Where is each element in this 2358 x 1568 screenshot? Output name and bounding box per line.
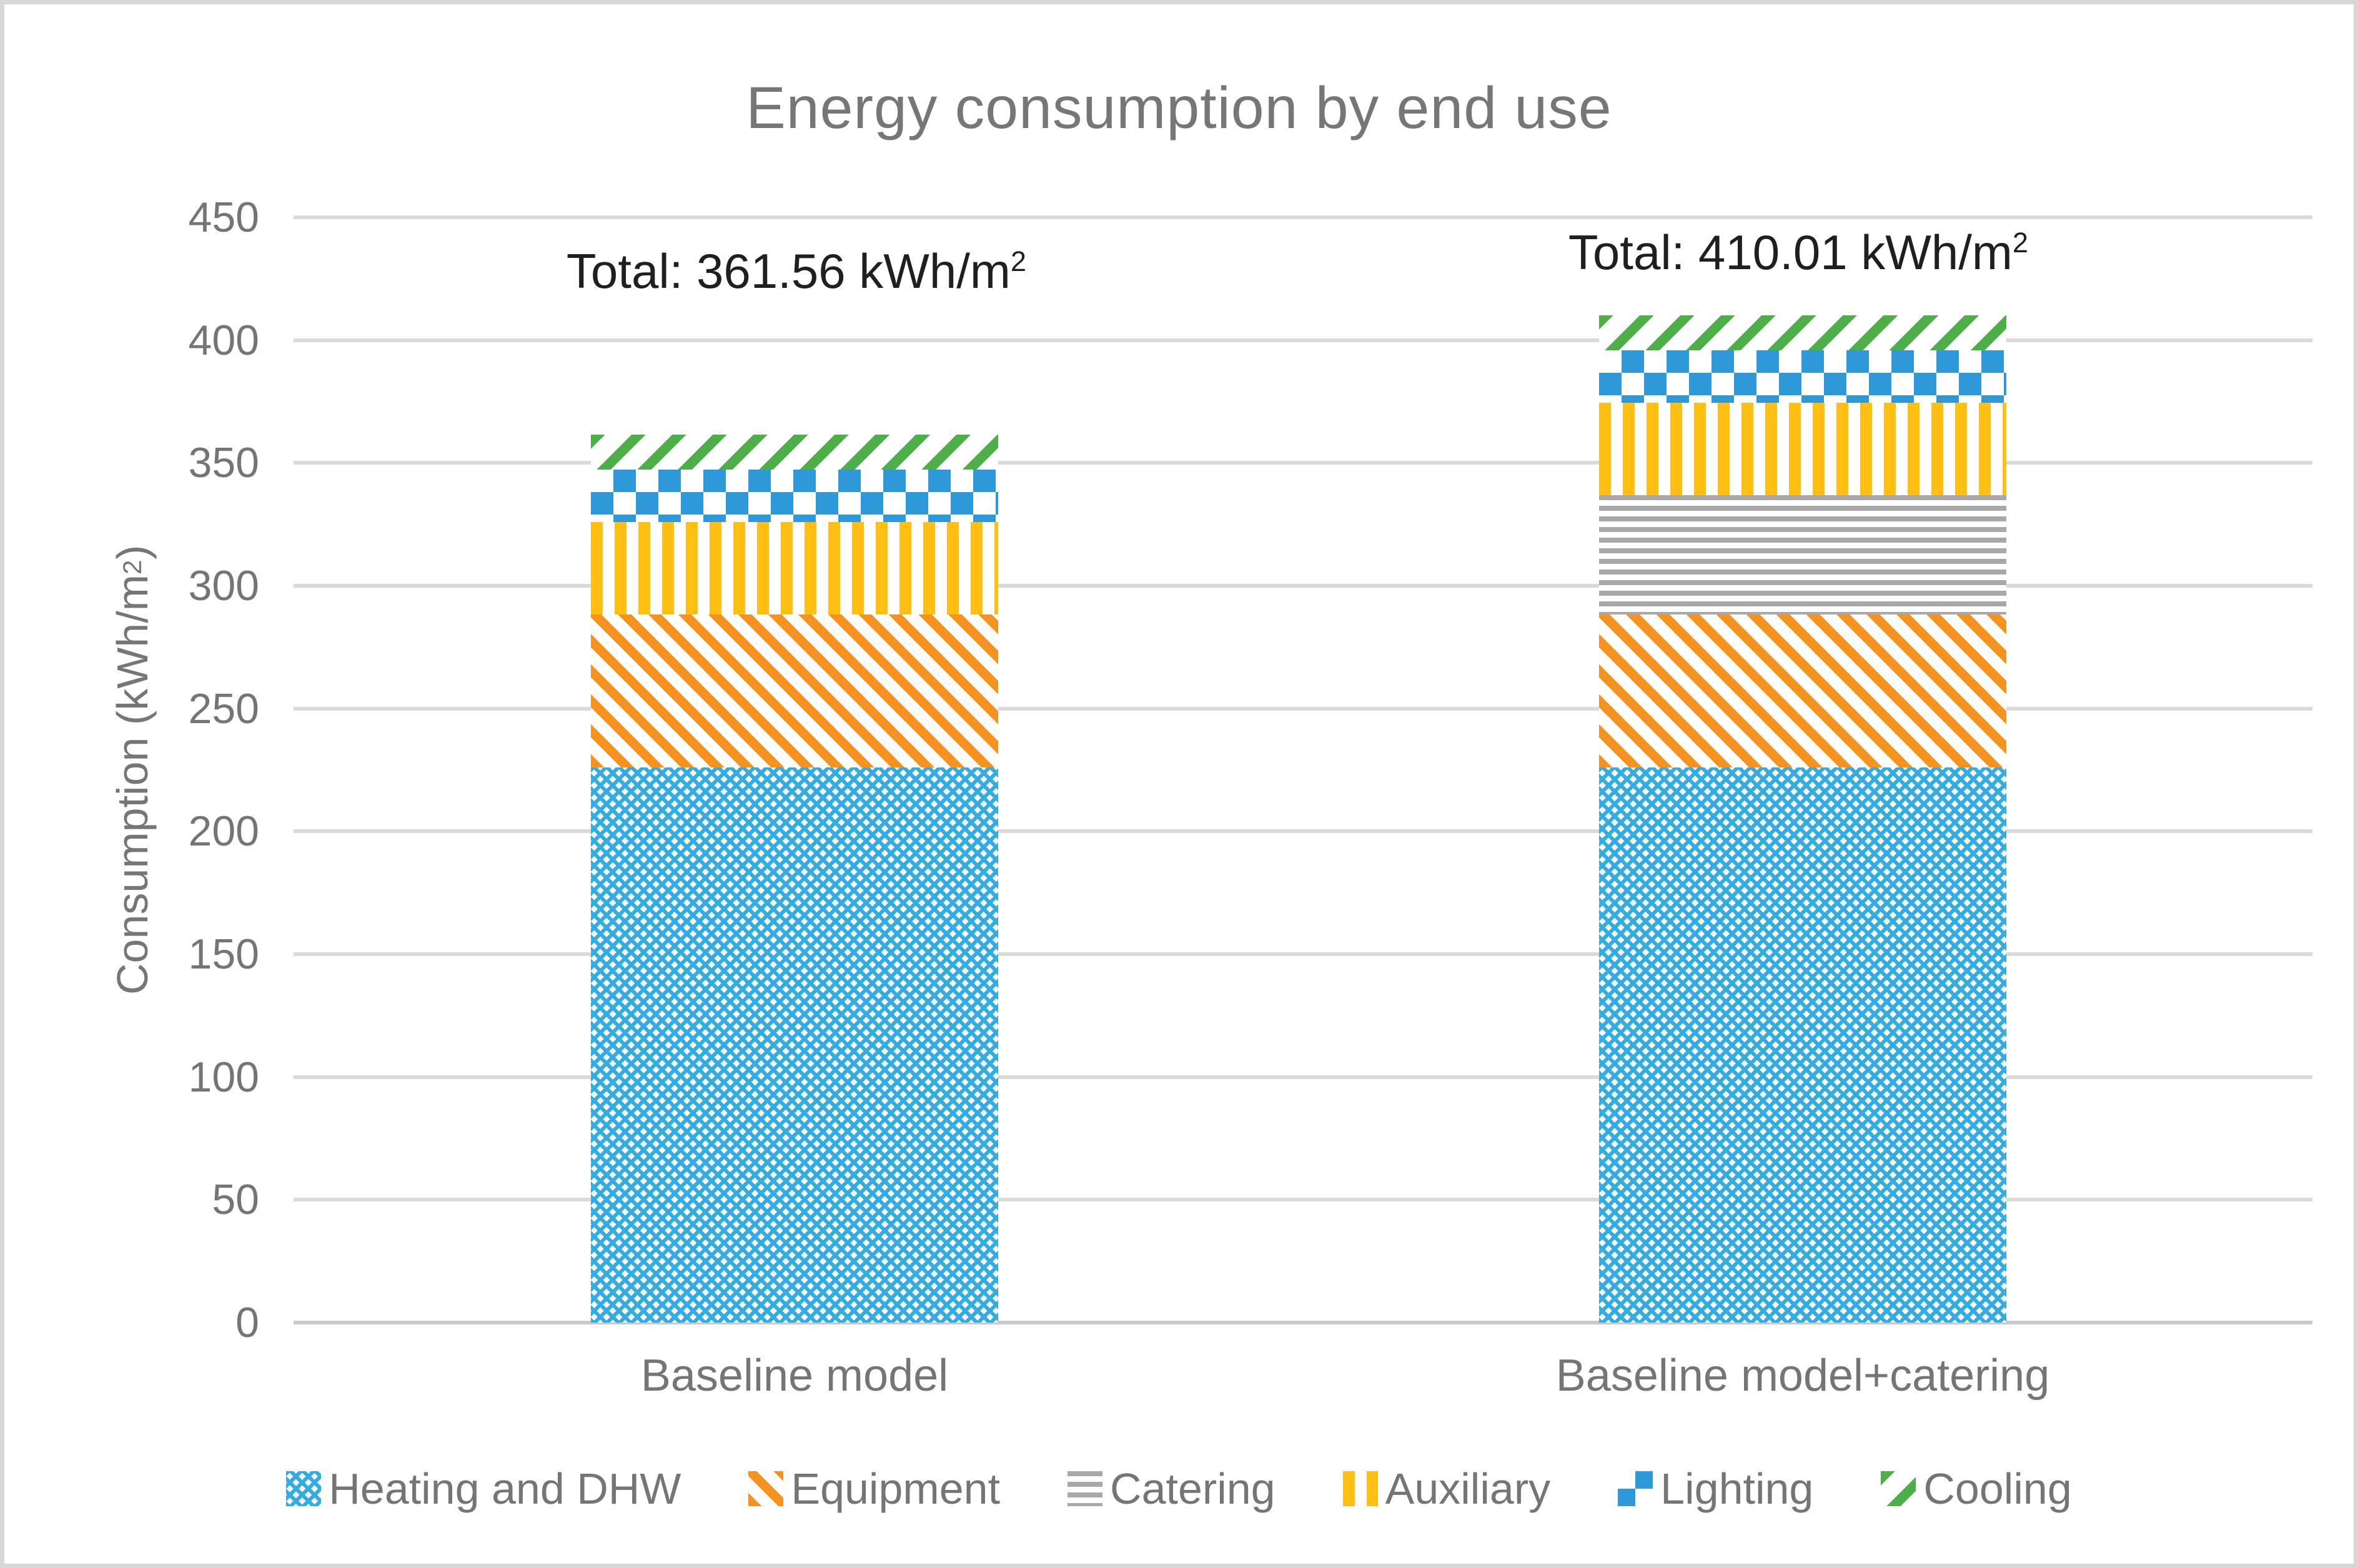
y-tick-label-400: 400 — [188, 316, 259, 364]
legend-label-lighting: Lighting — [1660, 1464, 1814, 1513]
bar-segment-catering — [1599, 495, 2006, 614]
gridline-400 — [294, 338, 2312, 342]
total-superscript: 2 — [2012, 227, 2029, 259]
total-text: Total: 361.56 kWh/m — [566, 244, 1011, 298]
y-tick-label-350: 350 — [188, 439, 259, 487]
bar-segment-lighting — [1599, 350, 2006, 403]
legend-label-equipment: Equipment — [791, 1464, 1001, 1513]
legend-label-cooling: Cooling — [1923, 1464, 2072, 1513]
bar-baseline-model-catering — [1599, 315, 2006, 1323]
bar-segment-lighting — [591, 469, 998, 522]
bar-segment-auxiliary — [591, 521, 998, 614]
bar-segment-heating-and-dhw — [1599, 767, 2006, 1323]
chart-title: Energy consumption by end use — [746, 75, 1612, 141]
y-tick-label-250: 250 — [188, 684, 259, 732]
category-label-baseline: Baseline model — [640, 1351, 949, 1401]
total-label-baseline: Total: 361.56 kWh/m2 — [567, 247, 1026, 295]
legend-item-equipment: Equipment — [748, 1464, 1000, 1514]
legend-swatch-catering-icon — [1068, 1471, 1103, 1506]
y-tick-label-150: 150 — [188, 930, 259, 978]
bar-segment-equipment — [591, 614, 998, 768]
y-axis-title-suffix: ) — [108, 545, 157, 560]
gridline-150 — [294, 952, 2312, 956]
gridline-50 — [294, 1198, 2312, 1202]
x-axis-line — [294, 1321, 2312, 1324]
gridline-250 — [294, 706, 2312, 711]
legend-label-auxiliary: Auxiliary — [1385, 1464, 1551, 1513]
y-tick-label-0: 0 — [235, 1299, 259, 1346]
gridline-100 — [294, 1075, 2312, 1079]
bar-segment-equipment — [1599, 614, 2006, 768]
legend-item-lighting: Lighting — [1618, 1464, 1813, 1514]
legend-item-heating-and-dhw: Heating and DHW — [286, 1464, 681, 1514]
total-text: Total: 410.01 kWh/m — [1568, 225, 2013, 280]
legend-swatch-equipment-icon — [748, 1471, 784, 1506]
legend-item-auxiliary: Auxiliary — [1342, 1464, 1551, 1514]
legend-swatch-auxiliary-icon — [1342, 1471, 1378, 1506]
bar-segment-auxiliary — [1599, 403, 2006, 496]
y-axis-title: Consumption (kWh/m 2) — [98, 217, 167, 1323]
gridline-200 — [294, 829, 2312, 834]
legend-item-cooling: Cooling — [1881, 1464, 2072, 1514]
bar-segment-heating-and-dhw — [591, 767, 998, 1323]
category-label-baseline-catering: Baseline model+catering — [1555, 1351, 2050, 1401]
y-tick-label-300: 300 — [188, 562, 259, 609]
bar-segment-cooling — [591, 434, 998, 470]
bar-segment-cooling — [1599, 315, 2006, 351]
legend-swatch-heating-and-dhw-icon — [286, 1471, 322, 1506]
legend-label-catering: Catering — [1110, 1464, 1276, 1513]
y-tick-label-100: 100 — [188, 1053, 259, 1101]
legend-label-heating-and-dhw: Heating and DHW — [329, 1464, 681, 1513]
legend-swatch-cooling-icon — [1881, 1471, 1916, 1506]
gridline-450 — [294, 215, 2312, 219]
gridline-350 — [294, 461, 2312, 465]
y-tick-label-450: 450 — [188, 194, 259, 241]
total-label-baseline-catering: Total: 410.01 kWh/m2 — [1568, 228, 2028, 277]
legend-item-catering: Catering — [1068, 1464, 1276, 1514]
y-tick-label-50: 50 — [212, 1176, 259, 1224]
legend: Heating and DHW Equipment Catering Auxiliar… — [4, 1464, 2354, 1514]
plot-area — [294, 215, 2312, 1324]
gridline-300 — [294, 584, 2312, 588]
y-tick-label-200: 200 — [188, 807, 259, 855]
bar-baseline-model — [591, 434, 998, 1323]
y-axis-title-text: Consumption (kWh/m — [108, 574, 157, 995]
legend-swatch-lighting-icon — [1618, 1471, 1653, 1506]
total-superscript: 2 — [1010, 245, 1027, 277]
